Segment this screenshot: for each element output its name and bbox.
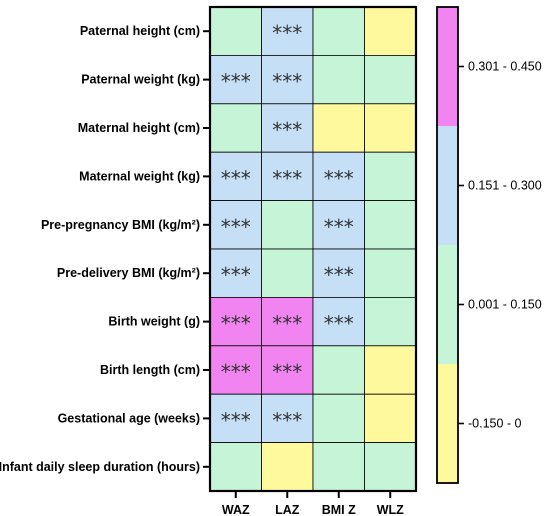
heatmap-cell-2-bmi-z xyxy=(312,55,365,105)
heatmap-cell-10-bmi-z xyxy=(312,442,365,492)
grid-frame xyxy=(208,5,418,493)
heatmap-cell-7-waz xyxy=(209,296,262,347)
heatmap-cell-10-wlz xyxy=(364,442,417,492)
heatmap-cell-3-wlz xyxy=(364,103,417,153)
heatmap-cell-4-wlz xyxy=(364,151,417,201)
significance-marker: *** xyxy=(272,312,302,336)
column-label-wlz: WLZ xyxy=(377,503,404,516)
legend-label-0-001-0-150: 0.001 - 0.150 xyxy=(468,298,542,312)
heatmap-axes xyxy=(203,5,418,498)
column-label-bmi-z: BMI Z xyxy=(322,503,356,516)
heatmap-cell-4-laz xyxy=(261,151,314,201)
significance-marker: *** xyxy=(272,360,302,384)
row-label-pre-pregnancy-bmi-kg-m: Pre-pregnancy BMI (kg/m²) xyxy=(41,218,200,232)
significance-marker: *** xyxy=(221,70,251,94)
significance-marker: *** xyxy=(324,263,354,287)
heatmap-cell-10-waz xyxy=(209,442,262,492)
heatmap-cell-3-laz xyxy=(261,103,314,153)
heatmap-cell-7-wlz xyxy=(364,296,417,347)
heatmap-cell-6-laz xyxy=(261,248,314,298)
legend-label-0-151-0-300: 0.151 - 0.300 xyxy=(468,179,542,193)
legend-frame xyxy=(436,6,459,484)
heatmap-cell-3-waz xyxy=(209,103,262,153)
significance-markers: *** *** *** *** *** *** *** *** *** *** *** *** *** *… xyxy=(221,21,354,432)
heatmap-cell-2-laz xyxy=(261,55,314,105)
legend-swatch-0-150-0 xyxy=(437,364,458,483)
significance-marker: *** xyxy=(324,312,354,336)
significance-marker: *** xyxy=(272,21,302,45)
row-label-paternal-weight-kg: Paternal weight (kg) xyxy=(81,73,200,87)
column-label-waz: WAZ xyxy=(222,503,250,516)
significance-marker: *** xyxy=(324,215,354,239)
heatmap-cell-8-wlz xyxy=(364,345,417,395)
significance-marker: *** xyxy=(272,70,302,94)
row-label-maternal-weight-kg: Maternal weight (kg) xyxy=(79,169,200,183)
heatmap-cell-1-laz xyxy=(261,6,314,56)
significance-marker: *** xyxy=(221,215,251,239)
heatmap-cell-1-bmi-z xyxy=(312,6,365,56)
heatmap-cell-1-wlz xyxy=(364,6,417,56)
significance-marker: *** xyxy=(272,118,302,142)
legend-swatch-0-151-0-300 xyxy=(437,126,458,245)
heatmap-cell-6-wlz xyxy=(364,248,417,298)
significance-marker: *** xyxy=(324,166,354,190)
row-labels: Paternal height (cm) Paternal weight (kg)… xyxy=(0,24,200,474)
heatmap-cell-8-bmi-z xyxy=(312,345,365,395)
row-label-birth-weight-g: Birth weight (g) xyxy=(108,315,200,329)
heatmap-cell-10-laz xyxy=(261,442,314,492)
row-label-birth-length-cm: Birth length (cm) xyxy=(100,363,200,377)
heatmap-cell-5-wlz xyxy=(364,200,417,250)
row-label-maternal-height-cm: Maternal height (cm) xyxy=(78,121,200,135)
significance-marker: *** xyxy=(221,360,251,384)
color-legend: 0.301 - 0.450 0.151 - 0.300 0.001 - 0.150 -… xyxy=(436,6,542,484)
heatmap-cell-5-bmi-z xyxy=(312,200,365,250)
column-label-laz: LAZ xyxy=(275,503,300,516)
heatmap-cell-8-waz xyxy=(209,345,262,395)
row-label-paternal-height-cm: Paternal height (cm) xyxy=(80,24,200,38)
heatmap-cell-1-waz xyxy=(209,6,262,56)
heatmap-cell-6-bmi-z xyxy=(312,248,365,298)
significance-marker: *** xyxy=(272,166,302,190)
heatmap-cell-9-bmi-z xyxy=(312,393,365,444)
legend-label-0-301-0-450: 0.301 - 0.450 xyxy=(468,60,542,74)
significance-marker: *** xyxy=(272,408,302,432)
heatmap-cell-7-bmi-z xyxy=(312,296,365,347)
significance-marker: *** xyxy=(221,166,251,190)
significance-marker: *** xyxy=(221,408,251,432)
heatmap-cell-3-bmi-z xyxy=(312,103,365,153)
legend-swatch-0-001-0-150 xyxy=(437,245,458,364)
heatmap-cell-5-laz xyxy=(261,200,314,250)
significance-marker: *** xyxy=(221,312,251,336)
heatmap-cell-9-wlz xyxy=(364,393,417,444)
heatmap-cell-2-wlz xyxy=(364,55,417,105)
row-label-gestational-age-weeks: Gestational age (weeks) xyxy=(58,411,200,425)
heatmap-cell-6-waz xyxy=(209,248,262,298)
significance-marker: *** xyxy=(221,263,251,287)
column-labels: WAZ LAZ BMI Z WLZ xyxy=(222,503,404,516)
legend-label-0-150-0: -0.150 - 0 xyxy=(468,417,522,431)
legend-swatch-0-301-0-450 xyxy=(437,7,458,126)
row-label-pre-delivery-bmi-kg-m: Pre-delivery BMI (kg/m²) xyxy=(57,266,200,280)
row-label-infant-daily-sleep-duration-hours: Infant daily sleep duration (hours) xyxy=(0,460,200,474)
